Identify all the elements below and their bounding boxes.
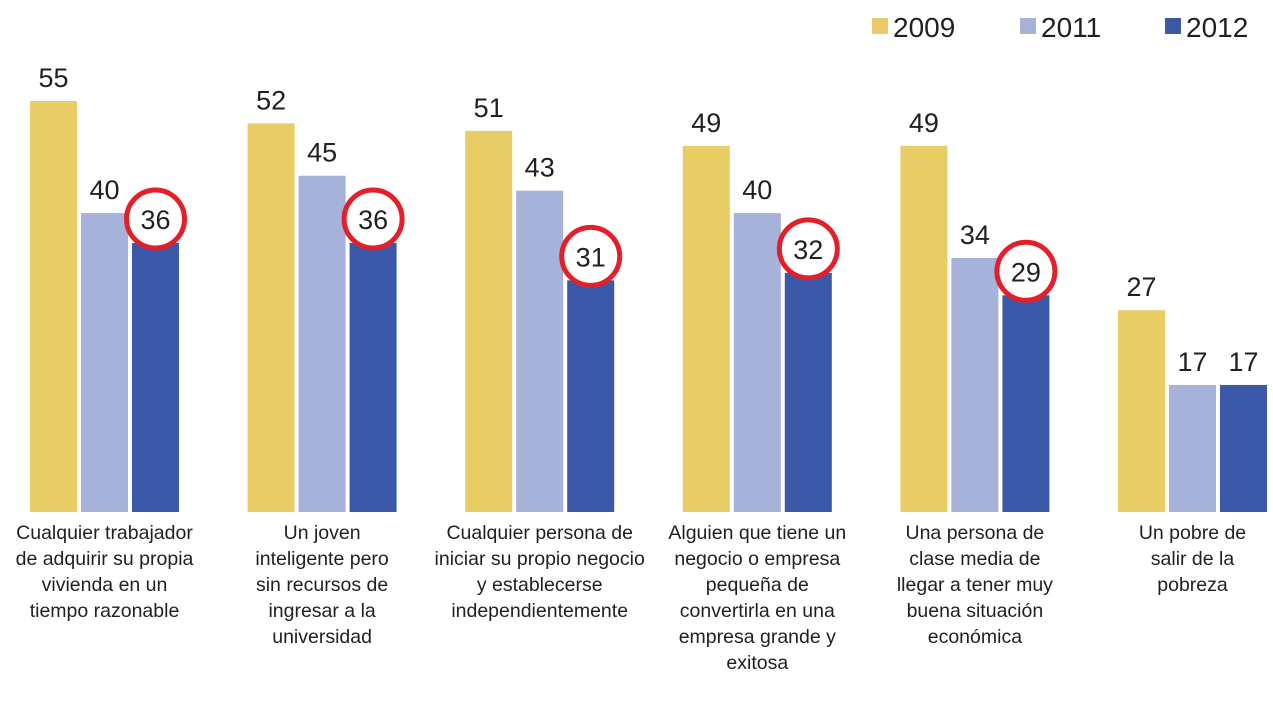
value-label: 45: [307, 138, 337, 168]
value-label: 55: [38, 63, 68, 93]
bar: [784, 272, 832, 512]
category-label: Cualquier persona de iniciar su propio n…: [434, 522, 645, 622]
highlight-circle: [559, 224, 623, 288]
highlight-circle: [124, 187, 187, 251]
legend-label: 2011: [1041, 12, 1101, 43]
bar: [465, 130, 513, 512]
legend-label: 2009: [893, 12, 955, 43]
category-label: Cualquier trabajador de adquirir su prop…: [15, 522, 194, 622]
category-label: Un joven inteligente pero sin recursos d…: [255, 522, 389, 648]
value-label: 32: [793, 235, 823, 265]
bar: [951, 257, 999, 512]
value-label: 36: [140, 205, 170, 235]
bar: [682, 145, 730, 512]
bar: [1220, 384, 1267, 512]
bar: [1169, 384, 1216, 512]
category-label: Alguien que tiene un negocio o empresa p…: [668, 522, 847, 674]
value-label: 34: [960, 220, 990, 250]
highlight-circle: [341, 187, 405, 251]
legend-label: 2012: [1186, 12, 1248, 43]
bar: [30, 101, 77, 512]
bar: [1118, 310, 1165, 512]
value-label: 27: [1126, 272, 1156, 302]
bar: [733, 213, 781, 512]
highlight-circle: [776, 217, 840, 281]
bar: [132, 242, 179, 512]
bar: [516, 190, 564, 512]
bar: [1002, 295, 1050, 512]
bar: [81, 213, 128, 512]
legend-swatch: [1020, 18, 1036, 34]
value-label: 52: [256, 85, 286, 115]
value-label: 43: [525, 153, 555, 183]
value-label: 49: [691, 108, 721, 138]
value-label: 17: [1177, 347, 1207, 377]
category-label: Una persona de clase media de llegar a t…: [896, 522, 1053, 648]
value-label: 51: [474, 93, 504, 123]
legend-swatch: [872, 18, 888, 34]
value-label: 36: [358, 205, 388, 235]
value-label: 40: [89, 175, 119, 205]
bar: [900, 145, 948, 512]
bar: [298, 175, 346, 512]
value-label: 31: [576, 242, 606, 272]
bar: [247, 123, 295, 512]
value-label: 49: [909, 108, 939, 138]
bar: [349, 242, 397, 512]
value-label: 17: [1228, 347, 1258, 377]
highlight-circle: [994, 239, 1058, 303]
bar: [567, 280, 615, 512]
category-label: Un pobre de salir de la pobreza: [1138, 522, 1247, 596]
value-label: 29: [1011, 257, 1041, 287]
value-label: 40: [742, 175, 772, 205]
legend-swatch: [1165, 18, 1181, 34]
